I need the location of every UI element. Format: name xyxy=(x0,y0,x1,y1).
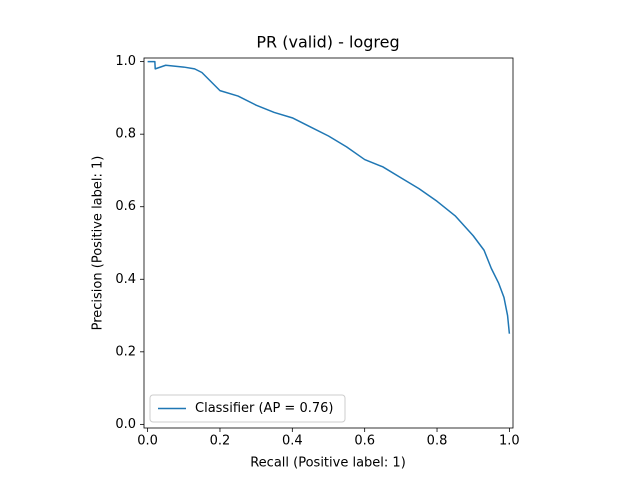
y-tick-label: 0.2 xyxy=(115,344,136,359)
legend-label: Classifier (AP = 0.76) xyxy=(195,401,333,416)
x-tick-label: 0.6 xyxy=(354,434,375,449)
x-tick-label: 0.2 xyxy=(210,434,231,449)
x-tick-label: 1.0 xyxy=(499,434,520,449)
y-tick-label: 0.6 xyxy=(115,199,136,214)
legend-box xyxy=(149,394,346,423)
chart-title: PR (valid) - logreg xyxy=(256,33,399,52)
y-tick-label: 0.0 xyxy=(115,417,136,432)
axes-frame xyxy=(143,57,514,429)
x-tick-label: 0.8 xyxy=(427,434,448,449)
x-axis-label: Recall (Positive label: 1) xyxy=(250,456,406,471)
y-axis-label: Precision (Positive label: 1) xyxy=(91,156,106,331)
x-tick-label: 0.4 xyxy=(282,434,303,449)
y-tick-label: 0.8 xyxy=(115,127,136,142)
y-tick-label: 1.0 xyxy=(115,54,136,69)
x-tick-label: 0.0 xyxy=(137,434,158,449)
pr-curve xyxy=(147,60,511,334)
y-tick-label: 0.4 xyxy=(115,272,136,287)
